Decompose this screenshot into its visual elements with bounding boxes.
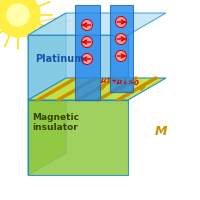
Polygon shape (28, 13, 66, 100)
Circle shape (116, 50, 127, 62)
Text: μ↑+μ↓>0: μ↑+μ↓>0 (100, 77, 139, 86)
Circle shape (0, 0, 40, 37)
Polygon shape (28, 35, 128, 100)
Text: Magnetic
insulator: Magnetic insulator (32, 113, 79, 132)
Circle shape (116, 17, 127, 27)
Polygon shape (110, 5, 133, 92)
Polygon shape (28, 78, 66, 175)
Circle shape (7, 4, 29, 26)
Polygon shape (28, 78, 166, 100)
Polygon shape (28, 13, 166, 35)
Circle shape (116, 33, 127, 45)
Circle shape (82, 20, 92, 30)
Circle shape (82, 36, 92, 47)
Polygon shape (75, 5, 100, 100)
Circle shape (82, 53, 92, 64)
Text: M: M (155, 125, 168, 138)
Text: Platinum: Platinum (35, 54, 84, 64)
Polygon shape (28, 100, 128, 175)
